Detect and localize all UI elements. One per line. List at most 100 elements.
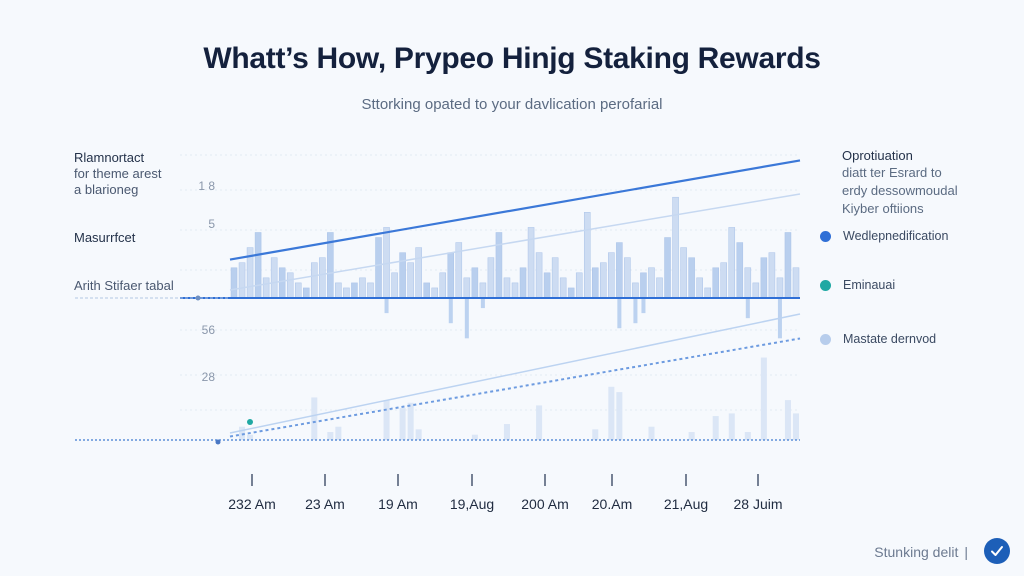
upper-bar-53 [656,277,663,299]
left-note-line-3: a blarioneg [74,182,139,197]
lower-bar-22 [407,402,414,440]
upper-bar-25 [431,287,438,299]
lower-bar-38 [536,405,543,440]
upper-bar-44 [583,212,591,299]
x-tick-label-7: 28 Juim [733,496,782,512]
chart-subtitle: Sttorking opated to your davlication per… [361,96,663,113]
upper-bar-11 [319,257,326,299]
upper-bar-32 [487,257,495,299]
upper-faint-trend-line [229,193,801,291]
upper-bar-27 [447,252,455,299]
lower-bar-21 [399,408,406,440]
upper-bar-0 [230,267,238,299]
upper-bar-64 [744,267,752,299]
legend-label-3: Mastate dernvod [843,332,937,346]
upper-bar-7 [286,272,294,299]
upper-bar-58 [696,277,703,299]
upper-bar-4 [262,277,270,299]
upper-neg-bar-29 [464,298,469,339]
upper-bar-13 [335,282,342,299]
lower-bar-70 [792,413,799,440]
lower-start-marker [215,439,221,445]
upper-bar-63 [736,242,744,299]
upper-bar-34 [503,277,511,299]
upper-bar-3 [254,232,262,299]
lower-bar-57 [688,432,695,440]
x-tick-label-5: 20.Am [592,496,632,512]
upper-bar-66 [760,257,768,299]
chart-title: Whatt’s How, Prypeo Hinjg Staking Reward… [203,42,821,75]
upper-bar-43 [575,272,583,299]
y-tick-label-0: 1 8 [198,179,215,193]
upper-bar-31 [479,282,487,299]
legend-swatch-3 [820,333,831,345]
upper-bar-37 [527,227,535,299]
upper-bar-47 [608,252,615,299]
lower-bar-23 [415,429,422,440]
upper-bar-69 [784,232,792,299]
upper-bar-24 [423,282,430,299]
left-note-line-2: for theme arest [74,166,162,181]
upper-neg-bar-51 [641,298,646,314]
teal-marker [247,419,253,425]
upper-bar-21 [399,252,406,299]
footer: Stunking delit | [874,544,968,560]
y-tick-label-3: 28 [202,370,216,384]
upper-start-marker [195,295,201,301]
upper-bar-51 [640,272,647,299]
upper-bar-46 [600,262,607,299]
lower-trend-line [229,337,801,438]
check-icon [991,546,1003,556]
left-note-line-1: Rlamnortact [74,150,145,165]
upper-bar-65 [752,282,760,299]
upper-bar-20 [391,272,398,299]
upper-bar-40 [551,257,559,299]
upper-bar-39 [543,272,551,299]
upper-bar-70 [792,267,800,299]
lower-faint-trend-line [229,313,801,434]
upper-bar-67 [768,252,776,299]
x-tick-label-1: 23 Am [305,496,345,512]
lower-bar-34 [503,424,510,440]
upper-trend-line [229,159,801,261]
lower-bar-13 [335,426,342,440]
legend-label-1: Wedlepnedification [843,229,949,243]
upper-bar-10 [311,262,318,299]
upper-bar-18 [375,237,382,299]
upper-bar-14 [343,287,350,299]
upper-bar-16 [359,277,366,299]
x-tick-label-2: 19 Am [378,496,418,512]
upper-neg-bar-50 [633,298,638,324]
legend-label-2: Eminauai [843,278,896,292]
check-badge-icon[interactable] [984,538,1010,564]
upper-neg-bar-27 [448,298,453,324]
x-tick-label-0: 232 Am [228,496,275,512]
upper-bar-59 [704,287,711,299]
upper-bar-36 [519,267,527,299]
upper-bar-52 [648,267,655,299]
upper-bar-68 [776,277,784,299]
lower-bar-1 [239,426,246,440]
upper-bar-42 [567,287,575,299]
upper-bar-5 [270,257,278,299]
left-mid-label: Masurrfcet [74,230,136,245]
legend-item-1: Wedlepnedification [820,229,948,243]
x-tick-label-3: 19,Aug [450,496,494,512]
lower-bar-60 [712,416,719,440]
upper-bar-23 [415,247,422,299]
legend-item-3: Mastate dernvod [820,332,936,346]
upper-bar-60 [712,267,719,299]
upper-bar-57 [688,257,695,299]
upper-bar-26 [439,272,447,299]
lower-bar-66 [760,357,767,440]
left-low-label: Arith Stifaer tabal [74,278,174,293]
upper-bar-50 [632,282,639,299]
upper-bar-54 [664,237,671,299]
upper-bar-61 [720,262,727,299]
x-tick-label-4: 200 Am [521,496,568,512]
upper-bar-38 [535,252,543,299]
upper-bar-62 [728,227,736,299]
footer-text: Stunking delit [874,544,959,560]
upper-bar-22 [407,262,414,299]
